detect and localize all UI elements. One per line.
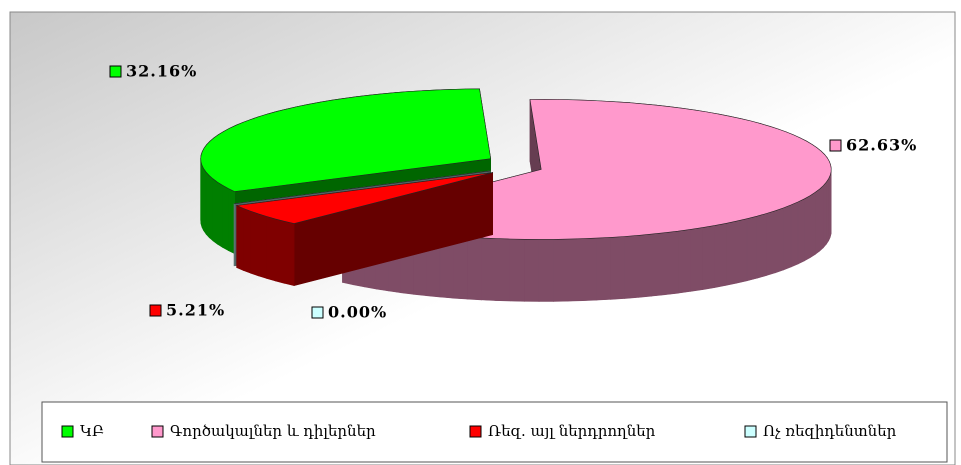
- slice-side: [746, 215, 758, 282]
- legend-label: Ոչ ռեզիդենտներ: [763, 422, 897, 440]
- slice-side: [236, 205, 244, 271]
- legend-swatch: [744, 425, 757, 438]
- legend-label: ԿԲ: [80, 422, 104, 440]
- slice-side: [257, 213, 267, 279]
- slice-side: [815, 188, 820, 255]
- label-swatch: [829, 139, 842, 152]
- slice-side: [774, 207, 784, 274]
- slice-side: [677, 229, 691, 294]
- legend-swatch: [151, 425, 164, 438]
- slice-side: [766, 210, 776, 276]
- slice-side: [790, 201, 799, 268]
- slice-side: [228, 188, 235, 255]
- slice-side: [274, 218, 285, 284]
- slice: [200, 88, 492, 192]
- slice-side: [664, 230, 679, 296]
- label-swatch: [109, 65, 122, 78]
- slice-side: [797, 198, 805, 265]
- slice-side: [690, 227, 703, 292]
- slice-side: [266, 216, 276, 282]
- slice-side: [756, 213, 767, 279]
- legend-label: Ռեզ. այլ ներդրողներ: [488, 422, 656, 440]
- slice-side: [725, 220, 737, 286]
- slice-side: [509, 238, 525, 302]
- slice-side: [205, 171, 210, 239]
- slice-side: [284, 220, 295, 286]
- slice-side: [203, 167, 207, 236]
- slice-side: [208, 174, 214, 242]
- slice-side: [714, 223, 727, 288]
- legend-swatch: [469, 425, 482, 438]
- data-label: 0.00%: [328, 303, 387, 322]
- slice-side: [783, 204, 792, 271]
- label-swatch: [311, 306, 324, 319]
- label-swatch: [149, 304, 162, 317]
- slice-side: [567, 238, 583, 302]
- slice-side: [809, 191, 816, 259]
- slice-side: [481, 237, 497, 301]
- slice-side: [823, 181, 827, 249]
- legend-box: [41, 401, 948, 463]
- slice-side: [453, 235, 468, 300]
- slice-side: [610, 236, 625, 300]
- slice-side: [581, 237, 597, 302]
- slice-side: [222, 184, 229, 252]
- slice-side: [702, 225, 715, 290]
- slice-side: [736, 218, 748, 284]
- slice-side: [596, 237, 611, 301]
- slice-side: [212, 178, 218, 245]
- data-label: 32.16%: [126, 62, 197, 81]
- slice-side: [538, 239, 554, 302]
- slice-side: [624, 235, 639, 299]
- legend-swatch: [61, 425, 74, 438]
- slice-side: [826, 177, 829, 246]
- slice-side: [524, 238, 540, 302]
- data-label: 62.63%: [846, 136, 917, 155]
- slice-side: [553, 238, 569, 302]
- slice-side: [819, 184, 824, 252]
- slice-side: [651, 232, 666, 297]
- slice-side: [250, 210, 259, 277]
- slice-side: [243, 207, 251, 274]
- slice: [235, 172, 493, 224]
- slice-side: [467, 236, 482, 301]
- slice: [234, 170, 491, 205]
- slice-side: [637, 233, 652, 298]
- slice-side: [495, 238, 511, 302]
- data-label: 5.21%: [166, 301, 225, 320]
- slice-side: [804, 195, 811, 262]
- slice-side: [217, 181, 223, 248]
- legend-label: Գործակալներ և դիլերներ: [170, 422, 376, 440]
